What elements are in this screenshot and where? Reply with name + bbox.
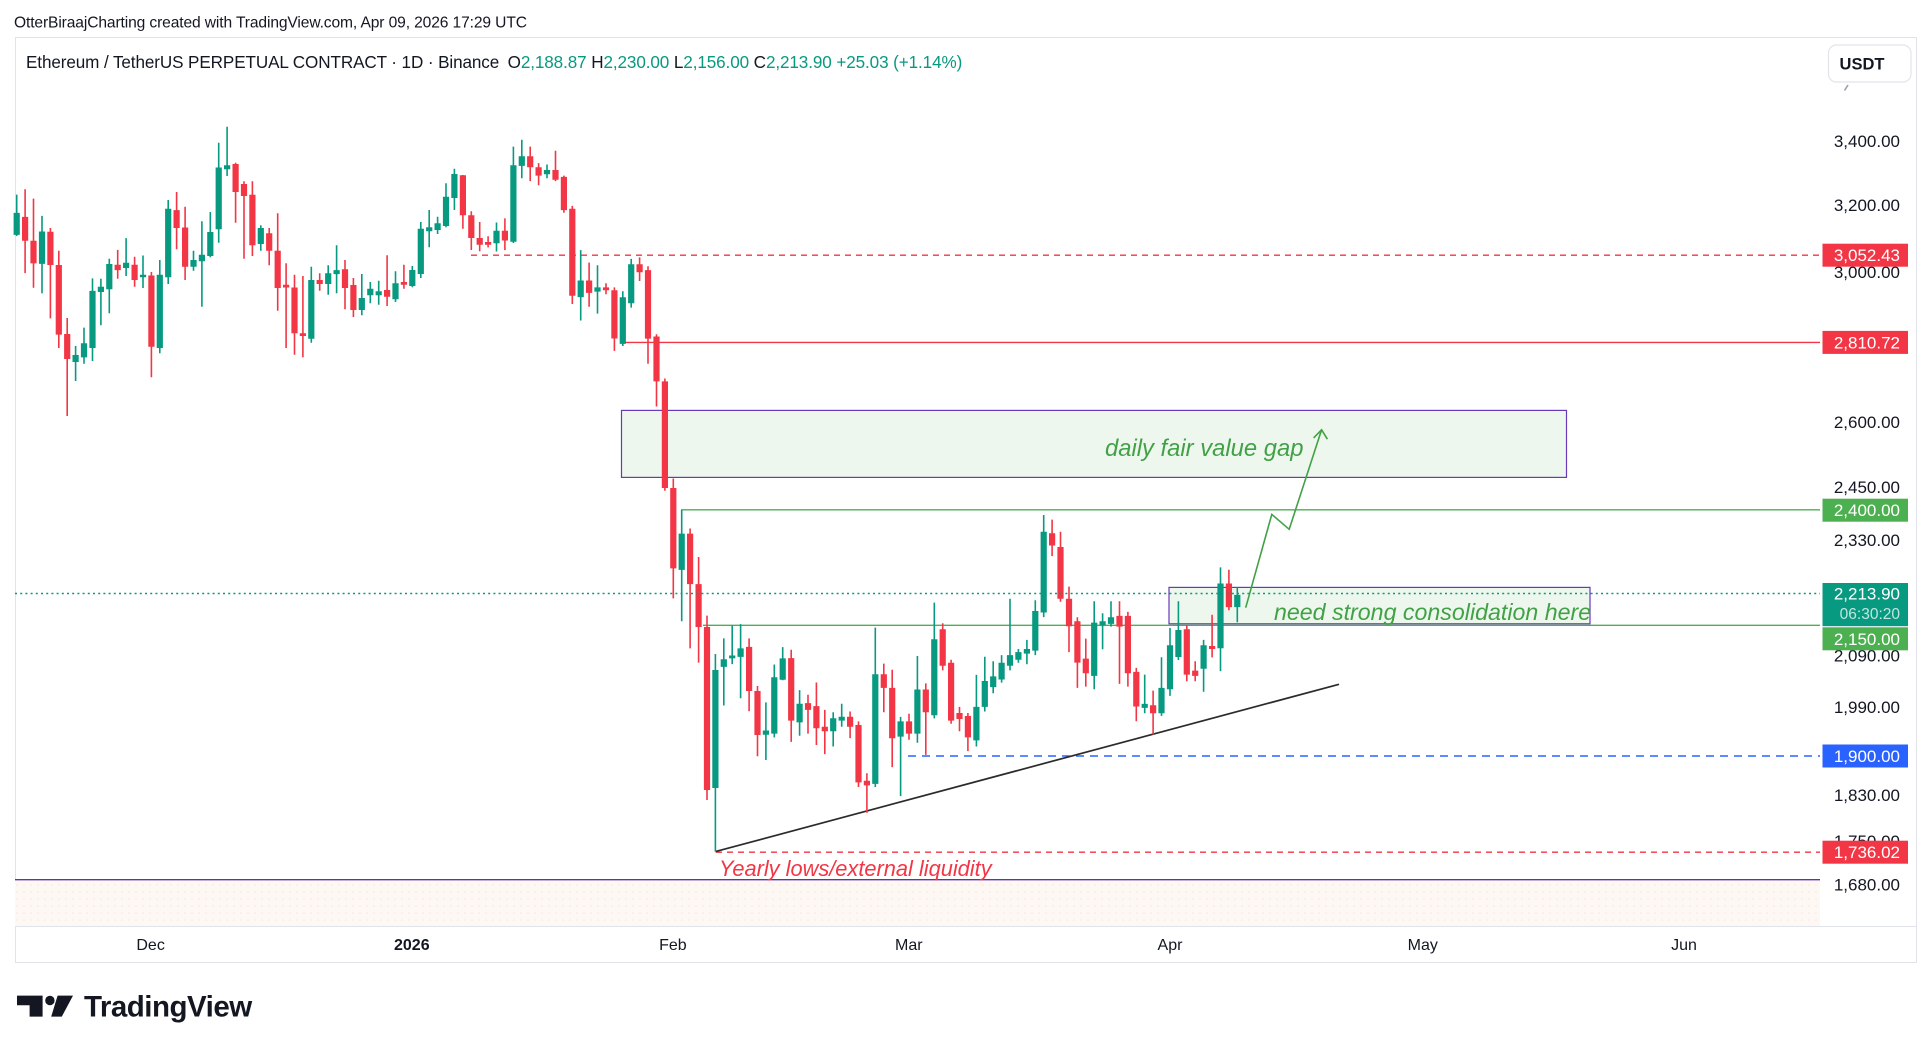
- svg-text:Yearly lows/external liquidity: Yearly lows/external liquidity: [719, 856, 993, 881]
- svg-text:Mar: Mar: [895, 937, 923, 954]
- svg-text:daily fair value gap: daily fair value gap: [1105, 435, 1303, 462]
- svg-text:2026: 2026: [394, 937, 430, 954]
- svg-text:Feb: Feb: [659, 937, 687, 954]
- svg-text:2,600.00: 2,600.00: [1834, 413, 1900, 432]
- svg-text:USDT: USDT: [1840, 56, 1885, 74]
- svg-text:OtterBiraajCharting created wi: OtterBiraajCharting created with Trading…: [14, 15, 527, 32]
- svg-text:TradingView: TradingView: [84, 991, 252, 1024]
- svg-text:3,052.43: 3,052.43: [1834, 246, 1900, 265]
- svg-text:May: May: [1408, 937, 1438, 954]
- svg-text:1,680.00: 1,680.00: [1834, 876, 1900, 895]
- svg-text:1,900.00: 1,900.00: [1834, 747, 1900, 766]
- svg-text:2,090.00: 2,090.00: [1834, 646, 1900, 665]
- svg-text:Apr: Apr: [1158, 937, 1184, 954]
- svg-text:need strong consolidation here: need strong consolidation here: [1274, 599, 1591, 625]
- svg-text:3,200.00: 3,200.00: [1834, 196, 1900, 215]
- svg-text:2,330.00: 2,330.00: [1834, 531, 1900, 550]
- svg-text:Dec: Dec: [136, 937, 164, 954]
- svg-text:Jun: Jun: [1671, 937, 1697, 954]
- svg-text:3,000.00: 3,000.00: [1834, 263, 1900, 282]
- svg-text:06:30:20: 06:30:20: [1840, 606, 1901, 623]
- svg-text:1,990.00: 1,990.00: [1834, 698, 1900, 717]
- svg-text:2,810.72: 2,810.72: [1834, 333, 1900, 352]
- svg-text:1,736.02: 1,736.02: [1834, 843, 1900, 862]
- svg-text:1,830.00: 1,830.00: [1834, 786, 1900, 805]
- svg-text:Ethereum / TetherUS PERPETUAL: Ethereum / TetherUS PERPETUAL CONTRACT ·…: [26, 53, 962, 72]
- svg-text:2,150.00: 2,150.00: [1834, 630, 1900, 649]
- svg-text:3,400.00: 3,400.00: [1834, 132, 1900, 151]
- svg-text:2,450.00: 2,450.00: [1834, 478, 1900, 497]
- svg-text:2,213.90: 2,213.90: [1834, 585, 1900, 604]
- svg-text:2,400.00: 2,400.00: [1834, 501, 1900, 520]
